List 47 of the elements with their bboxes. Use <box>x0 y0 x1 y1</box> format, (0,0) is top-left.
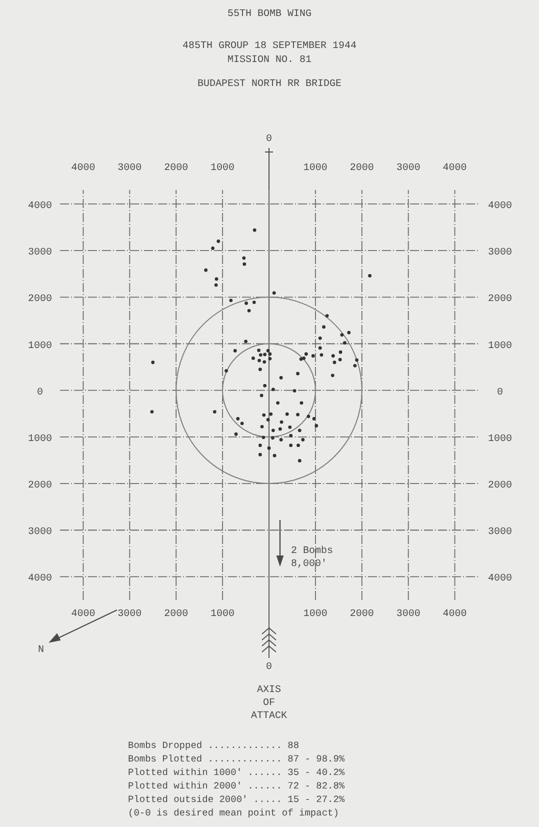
y2-tick-label: 4000 <box>488 200 512 212</box>
y-tick-label: 4000 <box>28 200 52 212</box>
y2-tick-label: 1000 <box>488 434 512 445</box>
x2-tick-label: 3000 <box>396 163 420 174</box>
text: BUDAPEST NORTH RR BRIDGE <box>197 79 342 90</box>
x-tick-label: 2000 <box>164 609 188 620</box>
text: Plotted outside 2000' ..... 15 - 27.2% <box>128 794 345 805</box>
y2-tick-label: 4000 <box>488 574 512 585</box>
y2-tick-label: 3000 <box>488 248 512 259</box>
y2-tick-label: 1000 <box>488 340 512 352</box>
chart-title: 55TH BOMB WING <box>227 9 312 20</box>
x-tick-label: 3000 <box>118 609 142 620</box>
y-tick-label: 3000 <box>28 527 52 538</box>
x-tick-label: 4000 <box>71 609 96 620</box>
y-tick-label: 4000 <box>28 574 52 585</box>
x-tick-label: 1000 <box>210 609 235 620</box>
text: Bombs Dropped ............. 88 <box>128 740 300 751</box>
y2-tick-label: 0 <box>496 387 504 398</box>
x2-tick-label: 1000 <box>210 163 235 174</box>
y2-tick-label: 3000 <box>488 527 512 538</box>
text: Bombs Plotted ............. 87 - 98.9% <box>128 754 345 764</box>
text: AXIS OF ATTACK <box>250 685 288 722</box>
y2-tick-label: 2000 <box>488 480 512 492</box>
y-tick-label: 2000 <box>28 480 52 492</box>
text: 0 <box>266 662 272 673</box>
text: Plotted within 2000' ...... 72 - 82.8% <box>128 780 345 792</box>
y-tick-label: 0 <box>36 387 44 398</box>
x2-tick-label: 3000 <box>118 163 142 174</box>
x-tick-label: 2000 <box>350 609 374 620</box>
y-tick-label: 3000 <box>28 248 52 259</box>
chart-subtitle: 485TH GROUP 18 SEPTEMBER 1944 MISSION NO. 81 <box>182 41 357 66</box>
y-tick-label: 2000 <box>28 294 52 306</box>
x-tick-label: 4000 <box>442 609 467 620</box>
text: (0-0 is desired mean point of impact) <box>128 808 339 818</box>
x-tick-label: 1000 <box>303 609 328 620</box>
x2-tick-label: 2000 <box>164 163 188 174</box>
x2-tick-label: 4000 <box>442 163 467 174</box>
x2-tick-label: 4000 <box>71 163 96 174</box>
y-tick-label: 1000 <box>28 434 52 445</box>
x-tick-label: 3000 <box>396 609 420 620</box>
text: Plotted within 1000' ...... 35 - 40.2% <box>128 767 345 778</box>
y-tick-label: 1000 <box>28 340 52 352</box>
x2-tick-label: 2000 <box>350 163 374 174</box>
x2-tick-label: 1000 <box>303 163 328 174</box>
text: 0 <box>266 134 272 145</box>
text: N <box>38 645 44 656</box>
y2-tick-label: 2000 <box>488 294 512 306</box>
